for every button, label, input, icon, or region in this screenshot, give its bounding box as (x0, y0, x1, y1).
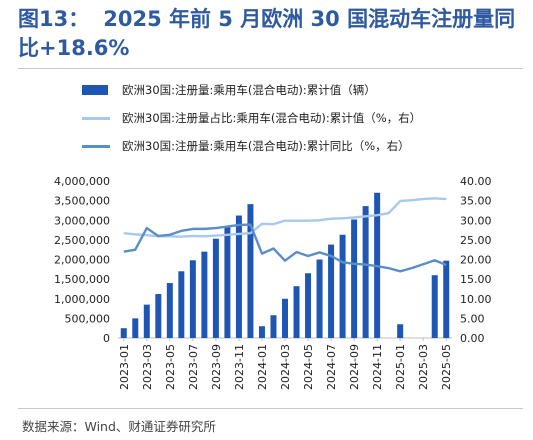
bar (431, 275, 438, 338)
legend-swatch-share-line (82, 117, 110, 120)
bar (270, 315, 277, 338)
x-axis-tick-label: 2024-05 (302, 344, 315, 390)
x-axis-tick-label: 2024-03 (279, 344, 292, 390)
left-axis-tick-label: 1,000,000 (54, 293, 110, 306)
chart-plot: 0 500,000 1,000,000 1,500,000 2,000,000 2,500… (54, 175, 492, 390)
x-axis-tick-label: 2024-11 (371, 344, 384, 390)
x-axis-tick-label: 2023-11 (233, 344, 246, 390)
legend-label-yoy-line: 欧洲30国:注册量:乘用车(混合电动):累计同比（%，右） (122, 139, 410, 153)
footer-divider (18, 408, 523, 409)
left-axis-tick-label: 3,500,000 (54, 195, 110, 208)
right-axis-tick-label: 35.00 (460, 195, 492, 208)
bar (212, 238, 219, 338)
bar (305, 273, 312, 338)
x-axis-tick-label: 2025-01 (394, 344, 407, 390)
bar (351, 219, 358, 338)
bar (397, 324, 404, 338)
title-divider (18, 68, 523, 69)
x-axis-tick-label: 2024-09 (348, 344, 361, 390)
bar (189, 260, 196, 338)
legend-swatch-yoy-line (82, 145, 110, 148)
left-axis-tick-label: 500,000 (65, 312, 111, 325)
left-axis-tick-label: 4,000,000 (54, 175, 110, 188)
x-axis-tick-label: 2024-07 (325, 344, 338, 390)
right-axis-tick-label: 30.00 (460, 214, 492, 227)
bar (247, 204, 254, 338)
x-axis-tick-label: 2023-01 (118, 344, 131, 390)
right-axis-tick-label: 40.00 (460, 175, 492, 188)
bar (362, 206, 369, 338)
right-axis-tick-label: 20.00 (460, 254, 492, 267)
left-axis-tick-label: 2,000,000 (54, 254, 110, 267)
bar (235, 215, 242, 338)
x-axis-tick-label: 2025-03 (417, 344, 430, 390)
bar (201, 251, 208, 338)
x-axis-tick-label: 2023-09 (210, 344, 223, 390)
bar (224, 226, 231, 338)
left-axis-tick-label: 3,000,000 (54, 214, 110, 227)
right-axis-tick-label: 25.00 (460, 234, 492, 247)
x-axis-tick-label: 2023-03 (141, 344, 154, 390)
right-axis-tick-label: 10.00 (460, 293, 492, 306)
x-axis-tick-label: 2025-05 (440, 344, 453, 390)
legend-label-share-line: 欧洲30国:注册量占比:乘用车(混合电动):累计值（%，右） (122, 111, 422, 125)
bar (132, 318, 139, 338)
left-axis-tick-label: 2,500,000 (54, 234, 110, 247)
left-axis-tick-label: 1,500,000 (54, 273, 110, 286)
source-note: 数据来源：Wind、财通证券研究所 (22, 419, 216, 434)
bar (166, 283, 173, 338)
legend-label-bar: 欧洲30国:注册量:乘用车(混合电动):累计值（辆） (122, 83, 376, 97)
bar (328, 244, 335, 338)
bar (258, 326, 265, 338)
bar (155, 294, 162, 338)
bar (120, 328, 127, 338)
right-axis-tick-label: 0.00 (460, 332, 485, 345)
x-axis-tick-label: 2024-01 (256, 344, 269, 390)
bar (282, 298, 288, 338)
left-axis-tick-label: 0 (103, 332, 110, 345)
x-axis-tick-label: 2023-05 (164, 344, 177, 390)
legend-swatch-bar (82, 85, 108, 95)
yoy-series-line (123, 223, 447, 273)
right-axis-tick-label: 5.00 (460, 312, 485, 325)
bar (293, 286, 300, 338)
figure-title: 图13： 2025 年前 5 月欧洲 30 国混动车注册量同比+18.6% (18, 5, 523, 63)
figure-title-text: 2025 年前 5 月欧洲 30 国混动车注册量同比+18.6% (18, 7, 516, 60)
share-series-line (123, 197, 447, 238)
x-axis-tick-label: 2023-07 (187, 344, 200, 390)
right-axis-tick-label: 15.00 (460, 273, 492, 286)
bar (178, 271, 185, 338)
bar (316, 259, 323, 338)
figure-label: 图13： (18, 7, 90, 31)
bar (143, 304, 150, 338)
bar (339, 234, 346, 338)
bar (443, 260, 450, 338)
